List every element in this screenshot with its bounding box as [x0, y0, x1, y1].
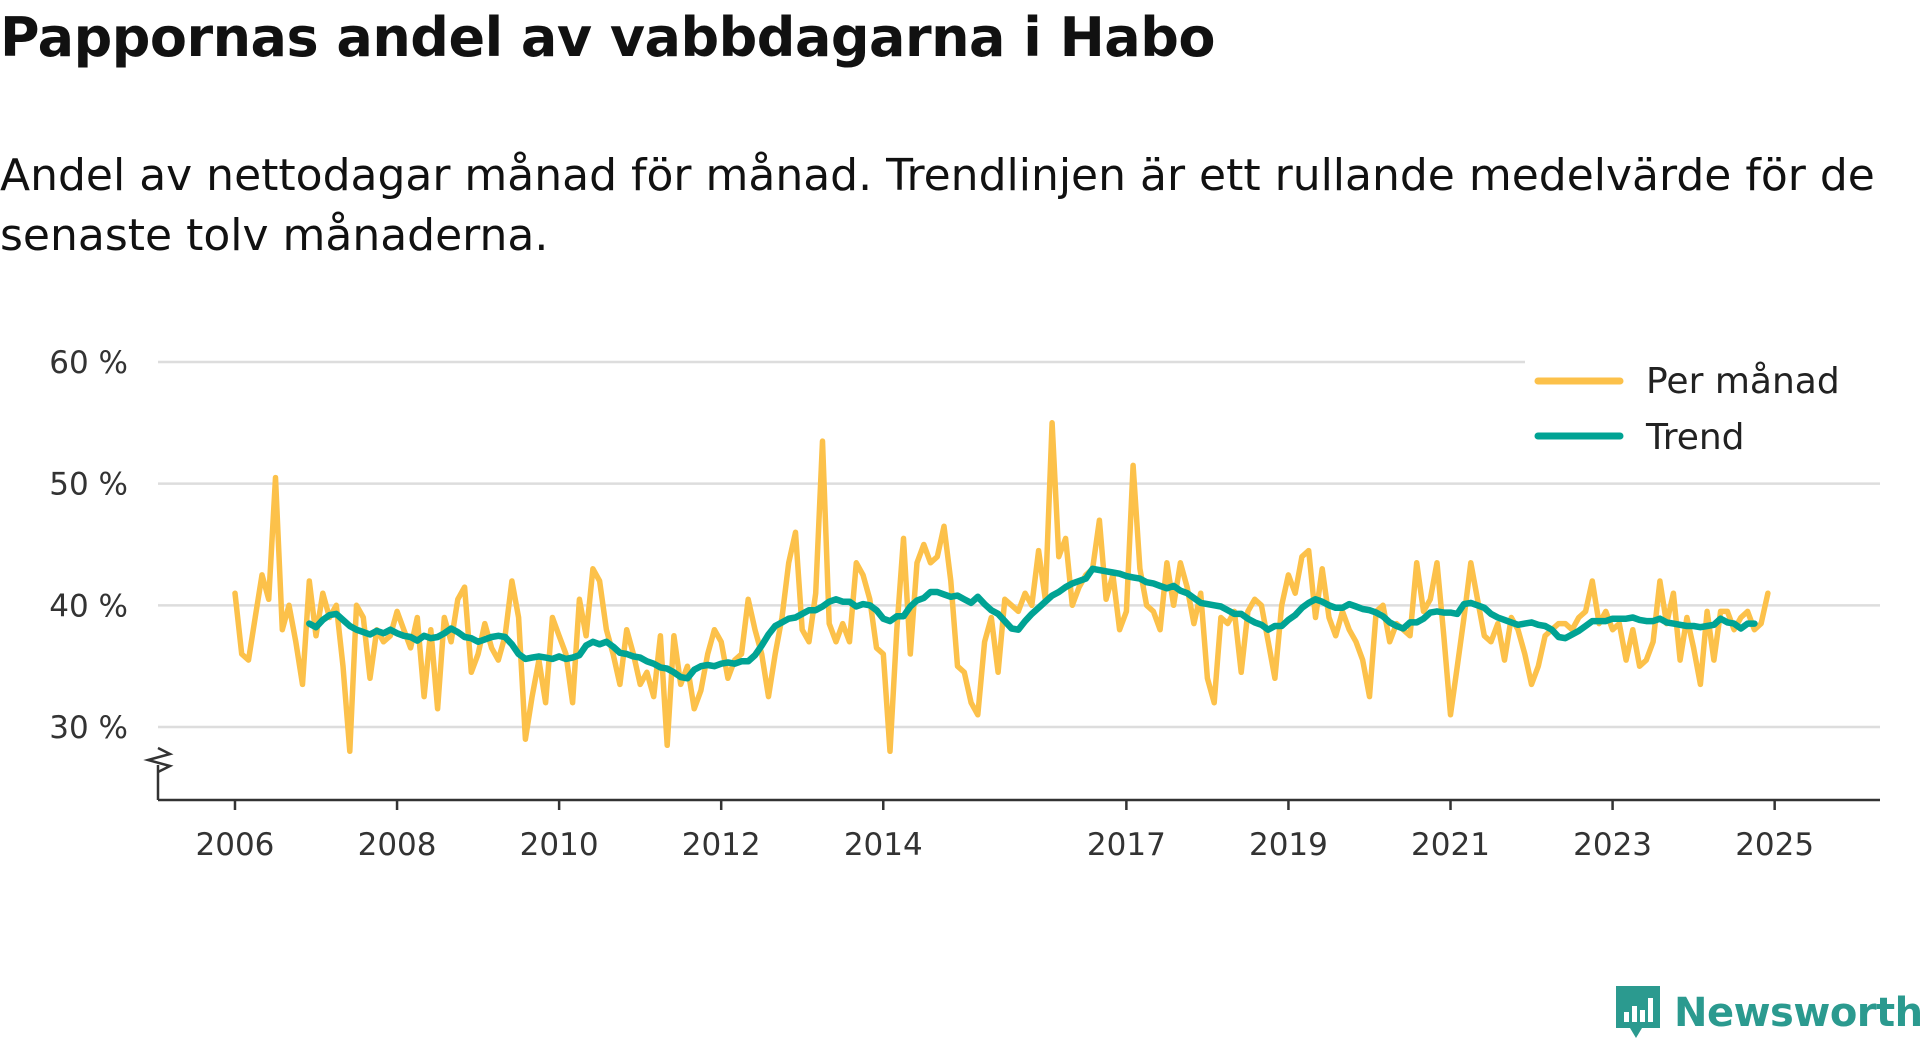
x-axis: 2006 2008 2010 2012 2014 2017 2019 2021 2023 2025: [143, 746, 1880, 863]
y-tick-label: 30 %: [49, 710, 128, 746]
x-tick-label: 2021: [1411, 827, 1490, 863]
y-tick-label: 50 %: [49, 467, 128, 503]
legend-background: [1525, 358, 1880, 473]
x-tick-label: 2014: [844, 827, 923, 863]
y-tick-label: 40 %: [49, 588, 128, 624]
x-tick-label: 2025: [1735, 827, 1814, 863]
series-line-trend: [306, 565, 1758, 682]
legend: Per månad Trend: [1525, 358, 1880, 473]
y-axis-ticks: 30 % 40 % 50 % 60 %: [49, 345, 128, 746]
brand-name: Newsworthy: [1674, 990, 1920, 1036]
legend-label-monthly: Per månad: [1646, 361, 1840, 402]
x-tick-label: 2023: [1573, 827, 1652, 863]
chart-title: Pappornas andel av vabbdagarna i Habo: [0, 6, 1215, 69]
x-tick-label: 2012: [682, 827, 761, 863]
x-tick-label: 2019: [1249, 827, 1328, 863]
newsworthy-logo-icon: [1616, 986, 1660, 1038]
chart-subtitle: Andel av nettodagar månad för månad. Tre…: [0, 150, 1875, 261]
data-lines: [232, 420, 1771, 755]
legend-label-trend: Trend: [1645, 417, 1745, 458]
y-tick-label: 60 %: [49, 345, 128, 381]
x-tick-label: 2006: [196, 827, 275, 863]
x-tick-label: 2017: [1087, 827, 1166, 863]
x-tick-label: 2008: [358, 827, 437, 863]
newsworthy-logo: Newsworthy: [1612, 982, 1920, 1044]
x-tick-label: 2010: [520, 827, 599, 863]
axis-break-marker: [143, 746, 174, 774]
